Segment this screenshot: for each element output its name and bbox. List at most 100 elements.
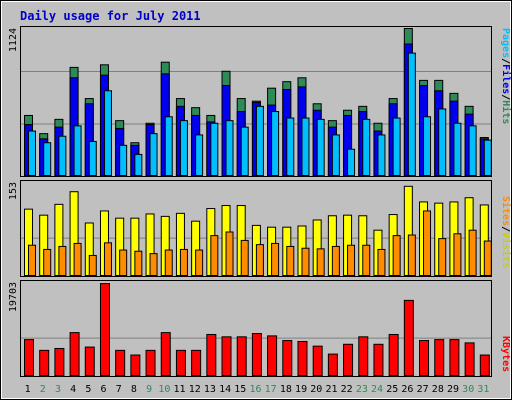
bar-sites [240,239,249,276]
bar-sites [301,247,310,276]
bar-pages [195,134,204,176]
bar-pages [103,90,112,176]
bars-visits-sites [24,185,492,277]
day-label: 26 [401,384,413,395]
day-label: 12 [189,384,201,395]
bar-kbytes [206,333,217,377]
day-label: 14 [219,384,231,395]
legend-files: Files [500,64,512,94]
bar-pages [316,118,325,177]
bar-pages [58,135,67,176]
bar-kbytes [221,336,232,376]
bar-pages [43,142,52,176]
bar-kbytes [419,340,430,376]
bar-sites [119,249,128,276]
bar-kbytes [99,283,110,376]
bar-pages [179,120,188,176]
legend-pages: Pages [500,28,511,58]
bars-hits-files-pages [24,28,492,177]
bar-kbytes [69,332,80,377]
bars-kbytes [24,283,490,377]
bar-pages [392,117,401,176]
bar-pages [88,140,97,177]
bar-sites [58,245,67,277]
bar-pages [149,133,158,177]
bar-sites [377,248,386,276]
bar-kbytes [343,343,354,376]
bar-pages [377,134,386,176]
bar-pages [28,130,36,177]
bar-pages [483,139,492,177]
bar-sites [347,244,356,276]
bar-pages [347,148,356,177]
bar-sites [103,242,112,276]
bar-kbytes [403,299,414,377]
bar-sites [255,244,264,277]
bar-pages [119,144,128,176]
day-label: 2 [40,384,46,395]
bar-kbytes [251,333,262,377]
bar-sites [271,242,280,276]
legend-sep-1: / [500,58,511,64]
bar-kbytes [282,340,293,376]
bar-sites [28,244,36,276]
bar-sites [164,249,173,276]
day-label: 29 [447,384,459,395]
bar-kbytes [115,349,126,376]
bar-kbytes [373,343,384,376]
legend-sep-3: / [500,226,511,232]
bar-sites [88,254,97,277]
day-label: 9 [146,384,152,395]
day-label: 7 [116,384,122,395]
bar-pages [286,117,295,176]
day-label: 25 [386,384,398,395]
bar-sites [316,248,325,277]
bar-pages [362,118,371,177]
day-label: 1 [25,384,31,395]
bar-kbytes [434,339,445,376]
bar-pages [73,125,82,176]
day-label: 13 [204,384,216,395]
bar-kbytes [54,347,65,376]
day-label: 18 [280,384,292,395]
bar-sites [392,235,401,277]
bar-kbytes [175,349,186,376]
day-label: 10 [158,384,170,395]
legend-main: Pages/Files/Hits [500,28,512,124]
bar-sites [423,210,432,276]
day-label: 30 [462,384,474,395]
day-label: 4 [70,384,76,395]
day-label: 31 [477,384,489,395]
bar-sites [483,240,492,276]
bar-pages [210,122,219,177]
bar-pages [134,153,143,177]
day-label: 22 [341,384,353,395]
legend-hits: Hits [500,100,512,124]
legend-sites: Sites [500,196,512,226]
bar-sites [43,248,52,276]
day-label: 23 [356,384,368,395]
day-label: 11 [174,384,186,395]
bar-kbytes [39,349,50,376]
bar-sites [225,231,234,276]
bar-kbytes [449,339,460,376]
day-label: 3 [55,384,61,395]
bar-pages [438,108,447,176]
bar-kbytes [464,342,475,377]
legend-kbytes: KBytes [500,336,511,372]
day-label: 15 [234,384,246,395]
bar-kbytes [388,333,399,377]
day-label: 6 [101,384,107,395]
day-label: 27 [417,384,429,395]
bar-kbytes [191,349,202,376]
legend-visits: Visits [500,232,512,268]
bar-sites [210,235,219,277]
day-label: 21 [325,384,337,395]
bar-kbytes [327,353,338,376]
bar-kbytes [267,335,278,376]
day-label: 20 [310,384,322,395]
bar-sites [407,234,416,277]
bar-kbytes [297,340,308,376]
bar-kbytes [130,354,141,376]
